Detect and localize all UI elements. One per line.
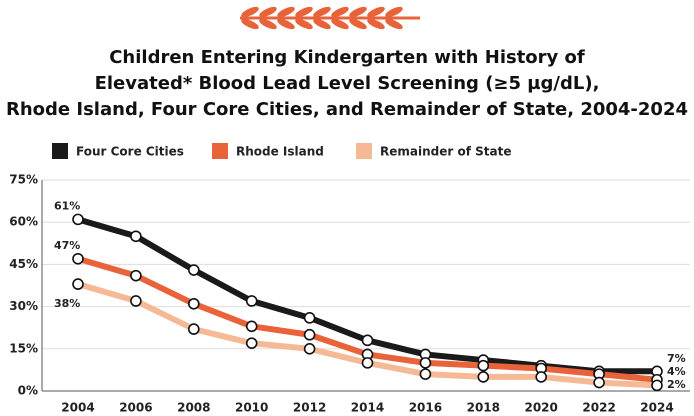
point xyxy=(594,378,604,388)
legend-label: Rhode Island xyxy=(236,145,324,159)
data-label: 47% xyxy=(54,239,80,252)
x-tick-label: 2020 xyxy=(524,401,557,415)
point xyxy=(189,299,199,309)
point xyxy=(247,338,257,348)
x-tick-label: 2016 xyxy=(409,401,442,415)
point xyxy=(131,231,141,241)
y-tick-label: 45% xyxy=(9,257,38,271)
legend-label: Remainder of State xyxy=(380,145,511,159)
point xyxy=(420,358,430,368)
point xyxy=(652,380,662,390)
legend-swatch xyxy=(356,143,372,159)
chart-title: Rhode Island, Four Core Cities, and Rema… xyxy=(6,99,688,120)
point xyxy=(247,321,257,331)
y-tick-label: 75% xyxy=(9,173,38,187)
x-tick-label: 2004 xyxy=(61,401,94,415)
y-tick-label: 0% xyxy=(18,384,38,398)
data-label: 38% xyxy=(54,297,80,310)
data-label: 61% xyxy=(54,199,80,212)
legend-swatch xyxy=(212,143,228,159)
y-tick-label: 30% xyxy=(9,299,38,313)
chart-title: Children Entering Kindergarten with Hist… xyxy=(109,47,585,68)
chart: Children Entering Kindergarten with Hist… xyxy=(0,0,694,416)
point xyxy=(363,358,373,368)
point xyxy=(131,271,141,281)
point xyxy=(363,335,373,345)
data-label: 7% xyxy=(667,352,686,365)
y-tick-label: 15% xyxy=(9,341,38,355)
x-tick-label: 2012 xyxy=(293,401,326,415)
x-tick-label: 2010 xyxy=(235,401,268,415)
point xyxy=(478,361,488,371)
point xyxy=(73,254,83,264)
point xyxy=(73,214,83,224)
data-label: 4% xyxy=(667,365,686,378)
point xyxy=(536,372,546,382)
legend-swatch xyxy=(52,143,68,159)
point xyxy=(305,313,315,323)
point xyxy=(73,279,83,289)
point xyxy=(478,372,488,382)
x-tick-label: 2018 xyxy=(467,401,500,415)
x-tick-label: 2024 xyxy=(640,401,673,415)
legend-label: Four Core Cities xyxy=(76,145,184,159)
point xyxy=(189,265,199,275)
x-tick-label: 2008 xyxy=(177,401,210,415)
y-tick-label: 60% xyxy=(9,215,38,229)
wheat-ornament xyxy=(240,5,420,30)
x-tick-label: 2014 xyxy=(351,401,384,415)
point xyxy=(305,344,315,354)
point xyxy=(131,296,141,306)
chart-title: Elevated* Blood Lead Level Screening (≥5… xyxy=(95,73,600,94)
x-tick-label: 2006 xyxy=(119,401,152,415)
data-label: 2% xyxy=(667,378,686,391)
point xyxy=(189,324,199,334)
point xyxy=(247,296,257,306)
x-tick-label: 2022 xyxy=(582,401,615,415)
point xyxy=(420,369,430,379)
point xyxy=(305,330,315,340)
